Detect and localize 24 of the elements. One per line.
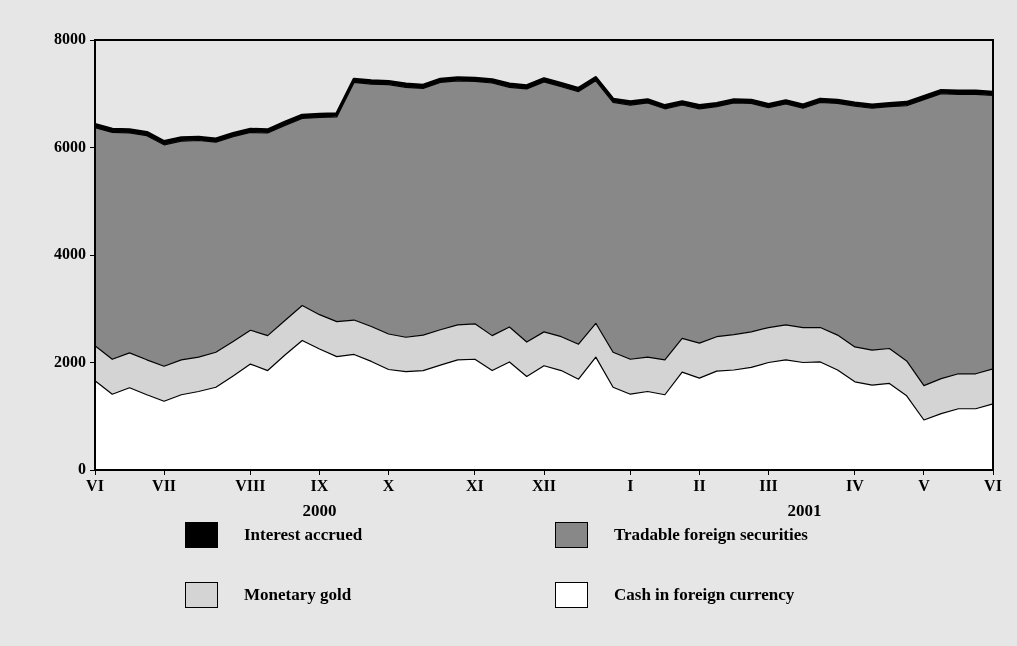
x-tick-label: VI bbox=[984, 476, 1002, 494]
x-tick-label: VII bbox=[152, 476, 177, 494]
x-tick-label: VIII bbox=[235, 476, 266, 494]
text: 2001 bbox=[787, 500, 822, 520]
x-tick-label: X bbox=[382, 476, 395, 494]
y-tick-label: 2000 bbox=[54, 352, 86, 370]
y-tick-label: 4000 bbox=[54, 245, 86, 263]
x-tick-label: II bbox=[693, 476, 706, 494]
x-tick-label: XII bbox=[531, 476, 557, 494]
x-tick-label: IV bbox=[845, 476, 865, 494]
y-tick-label: 8000 bbox=[54, 30, 86, 48]
y-tick-label: 6000 bbox=[54, 137, 86, 155]
x-tick-label: III bbox=[759, 476, 778, 494]
y-tick-label: 0 bbox=[78, 460, 86, 478]
legend-label: Monetary gold bbox=[244, 585, 352, 605]
legend-label: Cash in foreign currency bbox=[614, 585, 795, 605]
legend-label: Interest accrued bbox=[244, 525, 363, 545]
x-tick-label: IX bbox=[310, 476, 329, 494]
text: 2000 bbox=[302, 500, 337, 520]
x-tick-label: XI bbox=[466, 476, 484, 494]
x-tick-label: V bbox=[918, 476, 931, 494]
legend-label: Tradable foreign securities bbox=[614, 525, 808, 545]
x-tick-label: VI bbox=[86, 476, 104, 494]
x-tick-label: I bbox=[627, 476, 634, 494]
